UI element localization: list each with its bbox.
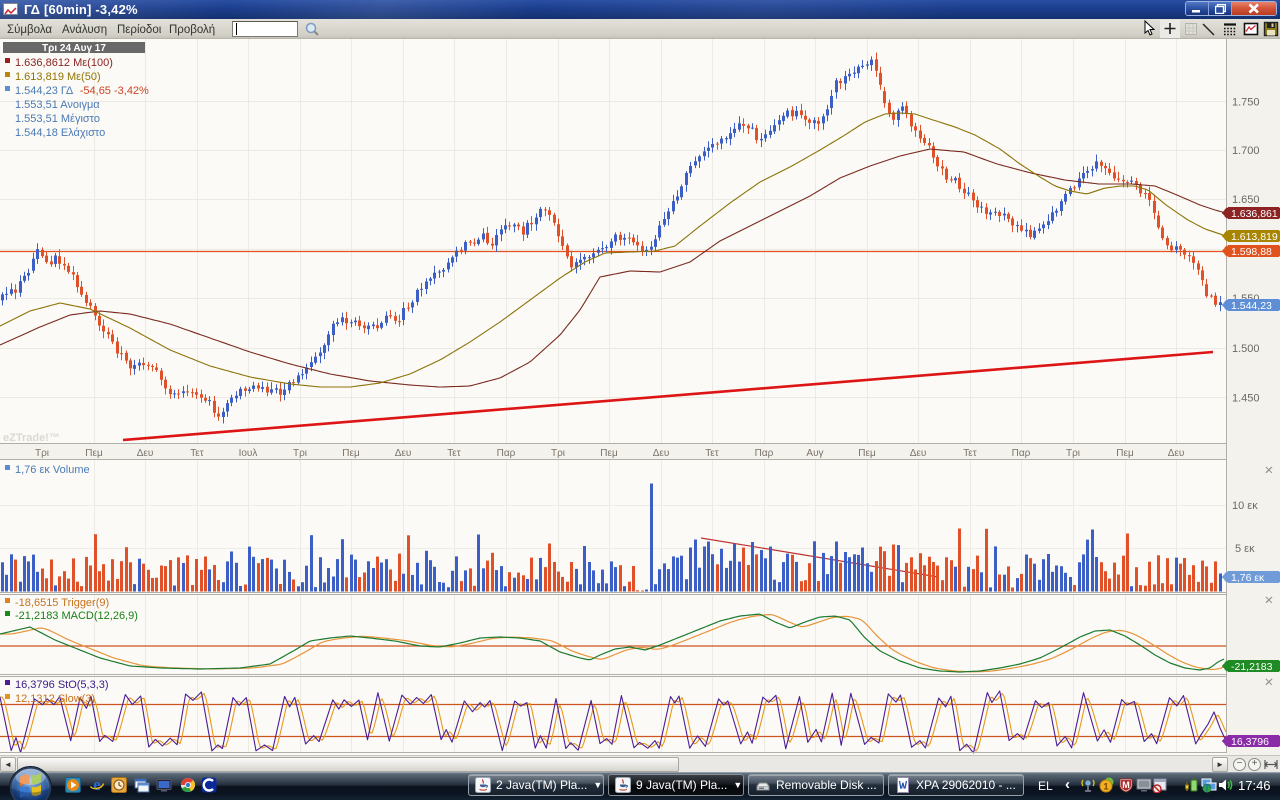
svg-text:Τετ: Τετ [447,448,460,459]
svg-text:1.553,51 Ανοιγμα: 1.553,51 Ανοιγμα [15,99,100,111]
svg-text:-21,2183: -21,2183 [1231,661,1273,673]
svg-text:1: 1 [1103,782,1108,792]
svg-text:1.544,23 ΓΔ -54,65 -3,42%: 1.544,23 ΓΔ -54,65 -3,42% [15,85,149,97]
svg-text:Ιουλ: Ιουλ [239,448,258,459]
svg-text:Πεμ: Πεμ [600,448,618,459]
svg-text:Τετ: Τετ [190,448,203,459]
svg-text:Τρι: Τρι [1066,448,1080,459]
svg-text:Πεμ: Πεμ [85,448,103,459]
svg-text:Παρ: Παρ [1012,448,1031,459]
svg-text:Παρ: Παρ [497,448,516,459]
svg-text:M: M [1122,780,1130,790]
svg-text:1.650: 1.650 [1232,194,1260,206]
svg-text:Πεμ: Πεμ [342,448,360,459]
svg-text:1,76 εκ Volume: 1,76 εκ Volume [15,464,90,476]
svg-text:1.636,8612 Με(100): 1.636,8612 Με(100) [15,57,113,69]
svg-text:eZTrade!™: eZTrade!™ [3,432,60,444]
svg-text:1.750: 1.750 [1232,97,1260,109]
svg-text:Δευ: Δευ [137,448,154,459]
svg-text:12,1312 Slow(3): 12,1312 Slow(3) [15,693,95,705]
svg-text:Τετ: Τετ [963,448,976,459]
svg-text:-21,2183 MACD(12,26,9): -21,2183 MACD(12,26,9) [15,610,138,622]
svg-text:1.500: 1.500 [1232,343,1260,355]
svg-text:Τρι 24 Αυγ 17: Τρι 24 Αυγ 17 [42,43,106,54]
svg-text:Δευ: Δευ [1168,448,1185,459]
svg-text:10 εκ: 10 εκ [1232,500,1258,512]
svg-text:Τρι: Τρι [551,448,565,459]
svg-text:Τρι: Τρι [293,448,307,459]
svg-text:1.636,861: 1.636,861 [1231,208,1278,220]
svg-text:1.544,23: 1.544,23 [1231,300,1272,312]
svg-text:1.598,88: 1.598,88 [1231,246,1272,258]
svg-text:Πεμ: Πεμ [1116,448,1134,459]
svg-text:1.450: 1.450 [1232,393,1260,405]
svg-text:16,3796 StO(5,3,3): 16,3796 StO(5,3,3) [15,679,109,691]
svg-text:e: e [93,777,101,793]
svg-text:5 εκ: 5 εκ [1235,543,1255,555]
svg-text:1,76 εκ: 1,76 εκ [1231,572,1265,584]
svg-text:1.613,819: 1.613,819 [1231,231,1278,243]
svg-text:1.553,51 Μέγιστο: 1.553,51 Μέγιστο [15,113,100,125]
svg-text:Δευ: Δευ [395,448,412,459]
svg-text:1.613,819 Με(50): 1.613,819 Με(50) [15,71,101,83]
svg-text:Αυγ: Αυγ [806,448,823,459]
svg-text:Παρ: Παρ [755,448,774,459]
svg-text:-18,6515 Trigger(9): -18,6515 Trigger(9) [15,597,109,609]
svg-text:Δευ: Δευ [910,448,927,459]
svg-text:Δευ: Δευ [653,448,670,459]
svg-text:Τετ: Τετ [705,448,718,459]
svg-text:1.544,18 Ελάχιστο: 1.544,18 Ελάχιστο [15,127,105,139]
svg-text:Πεμ: Πεμ [858,448,876,459]
svg-text:Τρι: Τρι [35,448,49,459]
svg-text:1.700: 1.700 [1232,145,1260,157]
svg-text:16,3796: 16,3796 [1231,736,1269,748]
